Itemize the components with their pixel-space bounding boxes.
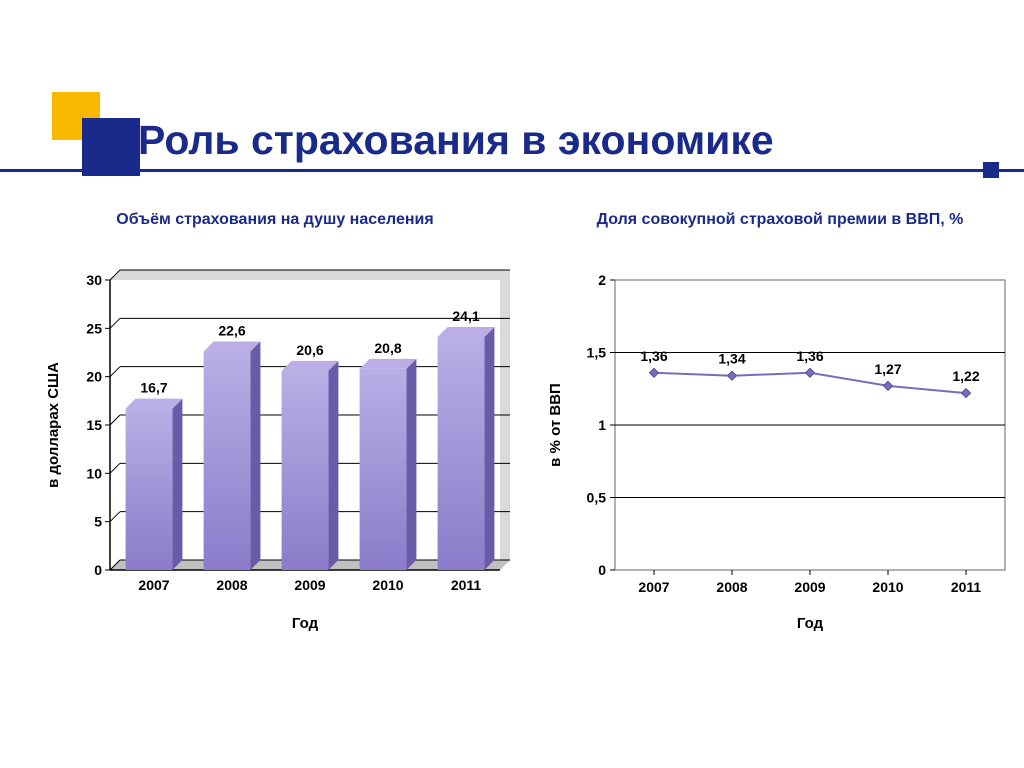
bar: [360, 359, 417, 369]
line-value-label: 1,27: [874, 361, 901, 377]
bar-xtick-label: 2008: [216, 577, 247, 593]
bar: [126, 399, 183, 409]
deco-square-blue: [82, 118, 140, 176]
bar: [282, 371, 329, 570]
data-marker: [806, 368, 815, 377]
bar: [250, 342, 260, 570]
bar-xtick-label: 2010: [372, 577, 403, 593]
line-value-label: 1,36: [796, 348, 823, 364]
line-chart-svg: 0 0,5 1 1,5 2 1,36 2007 1,34 2008 1,36 2009 1,27 201…: [540, 240, 1020, 640]
bar: [406, 359, 416, 570]
bar-chart-title: Объём страхования на душу населения: [40, 210, 510, 230]
bar: [172, 399, 182, 570]
bar-chart: Объём страхования на душу населения 0 5 10…: [40, 210, 510, 640]
data-marker: [962, 389, 971, 398]
bar-chart-svg: 0 5 10 15 20 25 30 16,7 2007 22,6 2008 20,6 2009 20,8…: [40, 240, 510, 640]
line-chart: Доля совокупной страховой премии в ВВП, …: [540, 210, 1020, 640]
line-y-axis-label: в % от ВВП: [547, 383, 564, 467]
bar-y-axis-label: в долларах США: [45, 362, 62, 488]
bar-ytick-label: 20: [86, 369, 102, 385]
bar-value-label: 20,8: [374, 340, 401, 356]
bar-ytick-label: 0: [94, 562, 102, 578]
data-marker: [728, 371, 737, 380]
line-xtick-label: 2007: [638, 579, 669, 595]
title-underline: [0, 169, 1024, 172]
bar-xtick-label: 2011: [451, 577, 482, 593]
bar: [438, 337, 485, 570]
line-xtick-label: 2010: [872, 579, 903, 595]
line-x-axis-label: Год: [797, 615, 824, 632]
line-xtick-label: 2011: [951, 579, 982, 595]
line-ytick-label: 0: [598, 562, 606, 578]
bar-ytick-label: 30: [86, 272, 102, 288]
bar-ytick-label: 5: [94, 514, 102, 530]
bar-ytick-label: 15: [86, 417, 102, 433]
slide-title: Роль страхования в экономике: [138, 117, 774, 164]
line-ytick-label: 2: [598, 272, 606, 288]
data-marker: [884, 381, 893, 390]
data-marker: [650, 368, 659, 377]
line-chart-title: Доля совокупной страховой премии в ВВП, …: [540, 210, 1020, 230]
bar-value-label: 22,6: [218, 323, 245, 339]
bar: [438, 327, 495, 337]
bar-value-label: 24,1: [452, 308, 479, 324]
bar: [204, 342, 261, 352]
title-underline-cap: [983, 162, 999, 178]
bar: [328, 361, 338, 570]
line-xtick-label: 2009: [794, 579, 825, 595]
line-value-label: 1,36: [640, 348, 667, 364]
bar: [360, 369, 407, 570]
bar-value-label: 20,6: [296, 342, 323, 358]
line-ytick-label: 1,5: [587, 345, 607, 361]
bar: [282, 361, 339, 371]
line-ytick-label: 0,5: [587, 490, 607, 506]
bar-ytick-label: 25: [86, 320, 102, 336]
bar-x-axis-label: Год: [292, 615, 319, 632]
bar-value-label: 16,7: [140, 380, 167, 396]
bar-xtick-label: 2009: [294, 577, 325, 593]
line-value-label: 1,34: [718, 351, 745, 367]
bar: [484, 327, 494, 570]
bar-xtick-label: 2007: [138, 577, 169, 593]
line-ytick-label: 1: [598, 417, 606, 433]
line-xtick-label: 2008: [716, 579, 747, 595]
bar: [126, 409, 173, 570]
bar: [204, 352, 251, 570]
line-value-label: 1,22: [952, 368, 979, 384]
bar-ytick-label: 10: [86, 465, 102, 481]
